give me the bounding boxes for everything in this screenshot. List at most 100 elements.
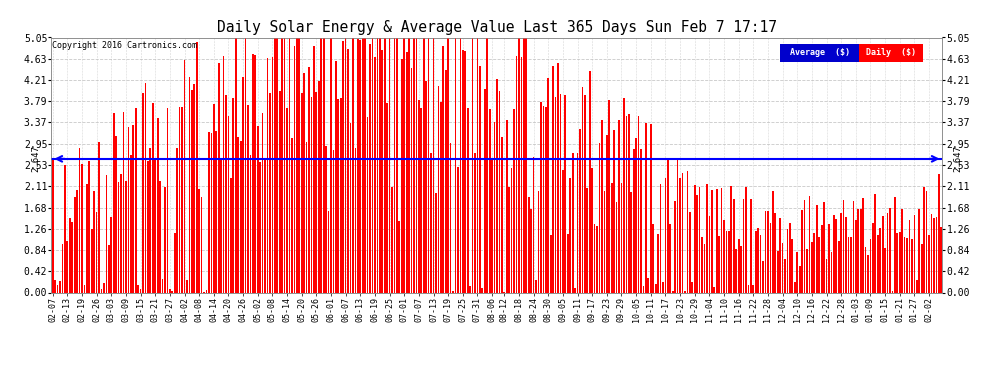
Bar [696, 195, 698, 292]
Bar [784, 259, 786, 292]
Bar [777, 252, 778, 292]
Bar [296, 38, 298, 292]
Bar [594, 224, 595, 292]
Bar [311, 98, 312, 292]
Bar [138, 285, 139, 292]
Bar [536, 280, 537, 292]
Bar [814, 232, 815, 292]
Bar [261, 113, 263, 292]
Bar [636, 138, 637, 292]
Bar [83, 285, 85, 292]
Bar [914, 215, 916, 292]
Bar [649, 123, 651, 292]
Bar [256, 126, 258, 292]
Bar [904, 237, 906, 292]
Bar [669, 224, 671, 292]
Bar [862, 198, 864, 292]
Bar [919, 209, 920, 292]
Bar [81, 165, 83, 292]
Bar [506, 120, 508, 292]
Bar [664, 178, 666, 292]
Bar [233, 98, 235, 292]
Bar [443, 46, 445, 292]
Bar [554, 97, 556, 292]
Bar [638, 116, 640, 292]
Bar [819, 237, 820, 292]
Bar [211, 133, 212, 292]
Bar [572, 153, 573, 292]
Bar [308, 67, 310, 292]
Bar [772, 191, 773, 292]
Bar [516, 56, 518, 292]
Bar [821, 225, 823, 292]
Bar [929, 235, 930, 292]
Bar [206, 290, 207, 292]
Bar [186, 280, 188, 292]
Bar [887, 213, 888, 292]
Bar [769, 223, 771, 292]
Bar [897, 233, 898, 292]
Bar [171, 291, 173, 292]
Bar [447, 38, 449, 292]
Bar [806, 249, 808, 292]
Bar [626, 116, 628, 292]
Bar [469, 286, 471, 292]
Bar [889, 209, 891, 292]
Bar [143, 93, 144, 292]
Bar [855, 220, 856, 292]
Bar [662, 282, 664, 292]
Bar [326, 146, 327, 292]
Bar [489, 109, 490, 292]
Bar [115, 136, 117, 292]
Bar [579, 129, 581, 292]
Bar [609, 100, 610, 292]
Bar [689, 213, 691, 292]
Bar [618, 120, 620, 292]
Bar [511, 168, 513, 292]
Bar [481, 288, 483, 292]
Bar [759, 235, 761, 292]
Bar [931, 214, 933, 292]
Bar [71, 222, 73, 292]
Bar [824, 202, 825, 292]
Bar [271, 57, 273, 292]
Bar [747, 285, 749, 292]
Bar [96, 212, 97, 292]
Bar [108, 245, 110, 292]
Bar [934, 218, 935, 292]
Bar [723, 220, 725, 292]
Bar [574, 288, 576, 292]
Bar [364, 38, 366, 292]
Bar [645, 123, 646, 292]
Bar [362, 39, 363, 292]
Bar [266, 58, 268, 292]
Bar [69, 219, 70, 292]
Bar [457, 167, 458, 292]
Bar [389, 38, 390, 292]
Bar [413, 38, 415, 292]
Bar [847, 237, 849, 292]
Bar [476, 38, 478, 292]
Bar [921, 244, 923, 292]
Bar [303, 73, 305, 292]
Bar [719, 236, 720, 292]
Bar [736, 249, 738, 292]
Bar [474, 153, 476, 292]
Bar [787, 229, 788, 292]
Title: Daily Solar Energy & Average Value Last 365 Days Sun Feb 7 17:17: Daily Solar Energy & Average Value Last … [217, 20, 777, 35]
Bar [523, 38, 525, 292]
Bar [103, 283, 105, 292]
Bar [74, 197, 75, 292]
Bar [184, 60, 185, 292]
Bar [701, 237, 703, 292]
Bar [286, 108, 288, 292]
Bar [249, 155, 251, 292]
Bar [88, 161, 90, 292]
Bar [728, 231, 730, 292]
Bar [589, 71, 591, 292]
Bar [631, 192, 632, 292]
Bar [721, 188, 723, 292]
Bar [235, 38, 237, 292]
Bar [679, 177, 681, 292]
Text: 2.647: 2.647 [953, 146, 962, 172]
